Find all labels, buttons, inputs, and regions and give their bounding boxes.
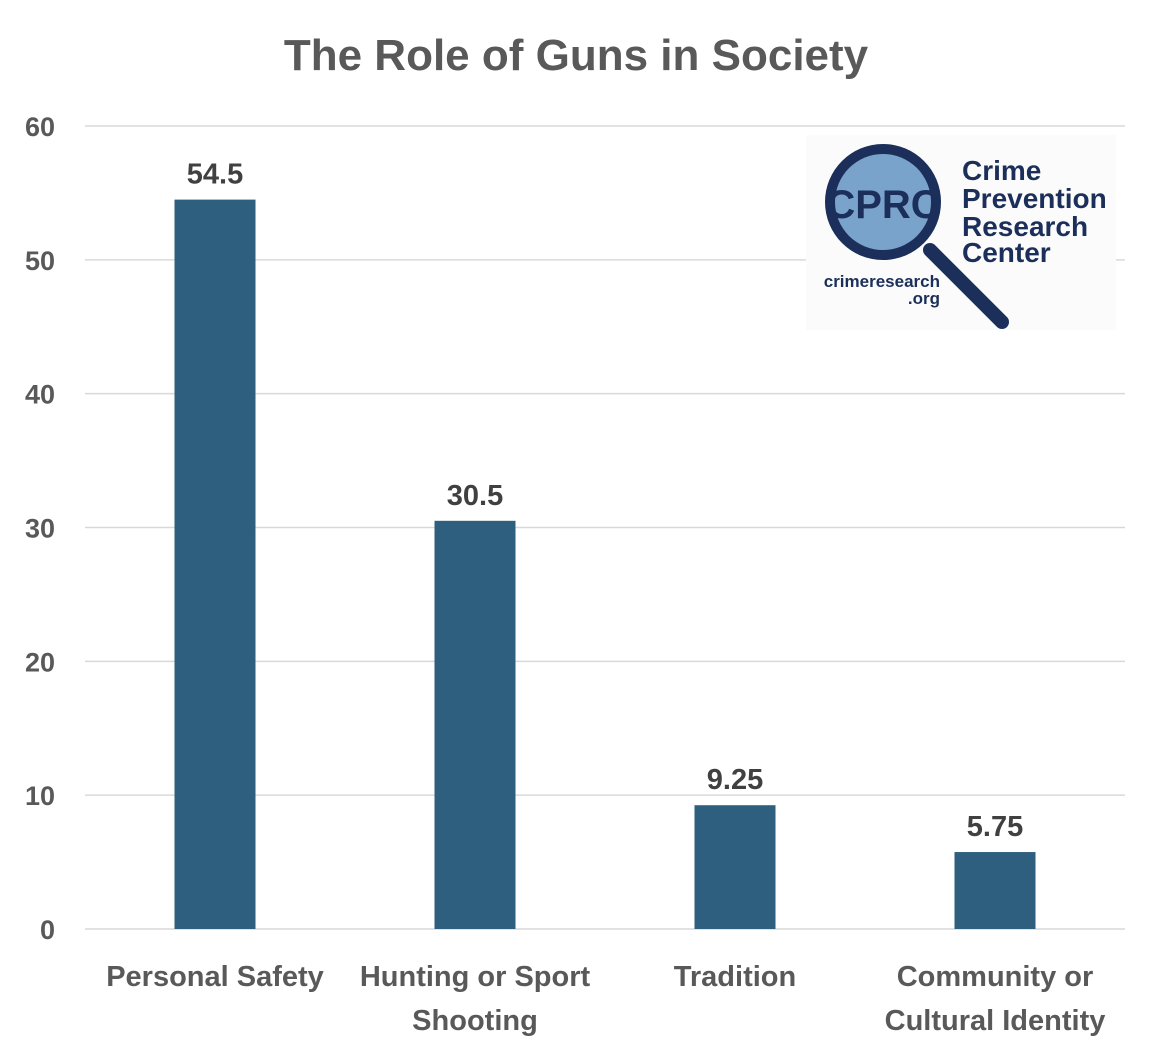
y-tick-label: 60: [25, 112, 55, 142]
y-tick-label: 10: [25, 781, 55, 811]
y-tick-label: 50: [25, 246, 55, 276]
x-tick-label: Tradition: [674, 961, 796, 993]
bar: [174, 199, 256, 929]
y-tick-label: 20: [25, 647, 55, 677]
data-label: 5.75: [967, 811, 1023, 843]
magnifier-handle: [923, 243, 1009, 329]
cprc-logo: CPRC Crime Prevention Research Center cr…: [806, 135, 1116, 330]
chart-title: The Role of Guns in Society: [284, 31, 869, 80]
bar: [954, 852, 1036, 929]
logo-name-2: Prevention: [962, 183, 1107, 214]
logo-name-3: Research: [962, 211, 1088, 242]
x-tick-label: Personal Safety: [106, 961, 324, 993]
data-label: 30.5: [447, 480, 503, 512]
x-tick-label: Hunting or Sport: [360, 961, 591, 993]
x-tick-label: Community or: [897, 961, 1094, 993]
data-label: 54.5: [187, 159, 243, 191]
y-tick-label: 0: [40, 915, 55, 945]
x-tick-label: Shooting: [412, 1005, 538, 1037]
y-tick-label: 40: [25, 380, 55, 410]
magnifier-lens: [835, 154, 931, 250]
data-label: 9.25: [707, 764, 763, 796]
logo-name-4: Center: [962, 237, 1051, 268]
bar: [694, 805, 776, 929]
bar: [434, 520, 516, 929]
logo-initials: CPRC: [826, 183, 939, 227]
y-tick-label: 30: [25, 514, 55, 544]
logo-name-1: Crime: [962, 155, 1041, 186]
logo-url-2: .org: [908, 289, 940, 308]
logo-url-1: crimeresearch: [824, 272, 940, 291]
x-tick-label: Cultural Identity: [885, 1005, 1106, 1037]
